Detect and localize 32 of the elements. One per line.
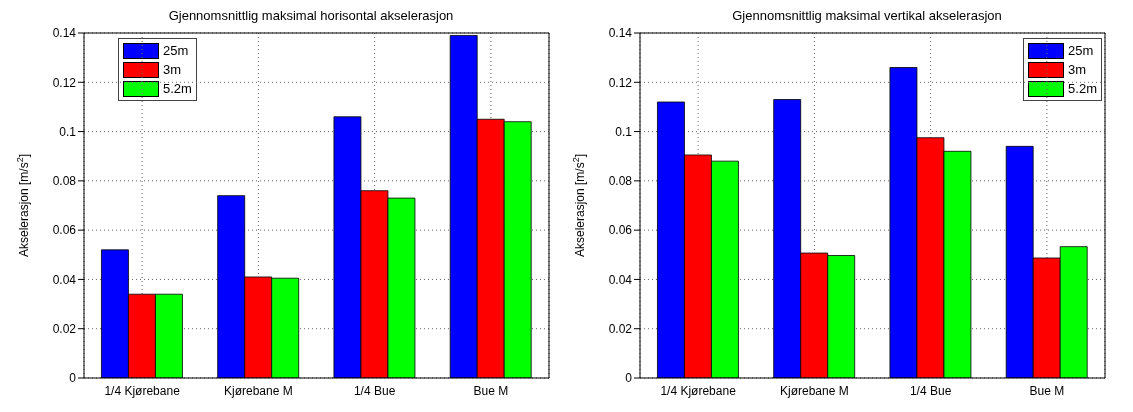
legend-label: 3m [163,61,182,79]
y-tick-label: 0.12 [608,75,633,90]
y-tick-label: 0.06 [608,223,633,238]
x-tick-label: Bue M [1029,383,1065,398]
y-tick-label: 0 [69,371,77,386]
x-tick-label: 1/4 Bue [353,383,396,398]
y-tick-label: 0.04 [608,272,633,287]
legend-label: 5.2m [1068,80,1097,98]
y-tick-label: 0.02 [608,321,633,336]
y-tick-label: 0.08 [52,174,77,189]
legend-label: 3m [1068,61,1087,79]
chart-title: Gjennomsnittlig maksimal horisontal akselerasjon [167,8,455,24]
y-tick-label: 0.14 [52,26,77,41]
x-tick-label: Kjørebane M [224,383,293,398]
y-tick-label: 0.08 [608,174,633,189]
x-tick-label: Bue M [473,383,509,398]
y-tick-label: 0.14 [608,26,633,41]
x-tick-label: 1/4 Kjørebane [104,383,181,398]
y-tick-label: 0.02 [52,321,77,336]
y-tick-label: 0.1 [59,124,77,139]
legend-label: 5.2m [163,80,192,98]
chart-title: Gjennomsnittlig maksimal vertikal akselerasjon [731,8,1003,24]
x-tick-label: 1/4 Kjørebane [660,383,737,398]
x-tick-label: 1/4 Bue [909,383,952,398]
y-tick-label: 0.06 [52,223,77,238]
y-tick-label: 0 [625,371,633,386]
legend-label: 25m [1068,42,1094,60]
x-tick-label: Kjørebane M [780,383,849,398]
y-tick-label: 0.04 [52,272,77,287]
y-tick-label: 0.1 [615,124,633,139]
y-tick-label: 0.12 [52,75,77,90]
legend-label: 25m [163,42,189,60]
